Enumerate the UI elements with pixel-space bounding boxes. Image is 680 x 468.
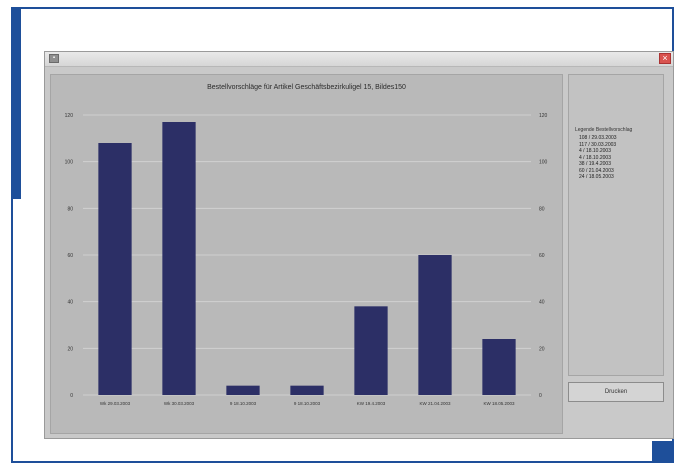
chart-bar xyxy=(98,143,132,395)
app-icon: ▪ xyxy=(49,54,59,63)
y-tick-label-left: 100 xyxy=(65,160,74,166)
y-tick-label-left: 20 xyxy=(67,346,73,352)
x-tick-label: KW 21.04.2003 xyxy=(419,401,451,406)
legend-list: 108 / 29.03.2003 117 / 30.03.2003 4 / 18… xyxy=(579,135,617,181)
y-tick-label-left: 0 xyxy=(70,393,73,399)
chart-bar xyxy=(226,385,260,395)
chart-title: Bestellvorschläge für Artikel Geschäftsb… xyxy=(207,84,406,91)
legend-item: 4 / 18.10.2003 xyxy=(579,148,611,154)
y-tick-label-right: 80 xyxy=(539,206,545,212)
y-tick-label-right: 20 xyxy=(539,346,545,352)
y-tick-label-right: 60 xyxy=(539,253,545,259)
frame-accent-left xyxy=(13,9,21,199)
print-button[interactable]: Drucken xyxy=(568,382,664,402)
frame-accent-corner xyxy=(652,441,672,461)
legend-item: 38 / 19.4.2003 xyxy=(579,161,611,167)
x-tick-label: 9 18.10.2003 xyxy=(294,401,321,406)
y-tick-label-left: 40 xyxy=(67,300,73,306)
legend-item: 60 / 21.04.2003 xyxy=(579,167,614,174)
y-tick-label-left: 80 xyxy=(67,206,73,212)
y-tick-label-right: 40 xyxy=(539,300,545,306)
legend-title: Legende Bestellvorschlag xyxy=(575,127,633,133)
x-tick-label: Wk 30.03.2003 xyxy=(164,401,195,406)
title-bar: ▪ × xyxy=(45,52,673,67)
page-frame: ▪ × Bestellvorschläge für Artikel Geschä… xyxy=(11,7,674,463)
legend-item: 108 / 29.03.2003 xyxy=(579,135,617,141)
x-tick-label: KW 19.4.2003 xyxy=(357,401,386,406)
app-window: ▪ × Bestellvorschläge für Artikel Geschä… xyxy=(44,51,674,439)
y-tick-label-left: 120 xyxy=(65,113,74,119)
chart-bar xyxy=(482,339,516,395)
x-tick-label: KW 18.05.2003 xyxy=(483,401,515,406)
legend-item: 4 / 18.10.2003 xyxy=(579,154,611,161)
chart-bar xyxy=(418,255,452,395)
chart-bar xyxy=(162,122,196,395)
y-tick-label-right: 0 xyxy=(539,393,542,399)
chart-bar xyxy=(290,385,324,395)
legend-item: 24 / 18.05.2003 xyxy=(579,174,614,180)
x-tick-label: Wk 29.03.2003 xyxy=(100,401,131,406)
legend-panel: Legende Bestellvorschlag 108 / 29.03.200… xyxy=(568,74,664,376)
chart-panel: Bestellvorschläge für Artikel Geschäftsb… xyxy=(50,74,563,434)
bar-chart: 0 0 20 20 40 40 60 60 80 80 100 100 120 120 Wk 29.03.2… xyxy=(65,113,548,406)
x-tick-label: 9 18.10.2003 xyxy=(230,401,257,406)
y-tick-label-right: 100 xyxy=(539,160,548,166)
chart-bar xyxy=(354,306,388,395)
close-button[interactable]: × xyxy=(659,53,671,64)
y-tick-label-right: 120 xyxy=(539,113,548,119)
y-tick-label-left: 60 xyxy=(67,253,73,259)
legend-item: 117 / 30.03.2003 xyxy=(579,141,617,148)
